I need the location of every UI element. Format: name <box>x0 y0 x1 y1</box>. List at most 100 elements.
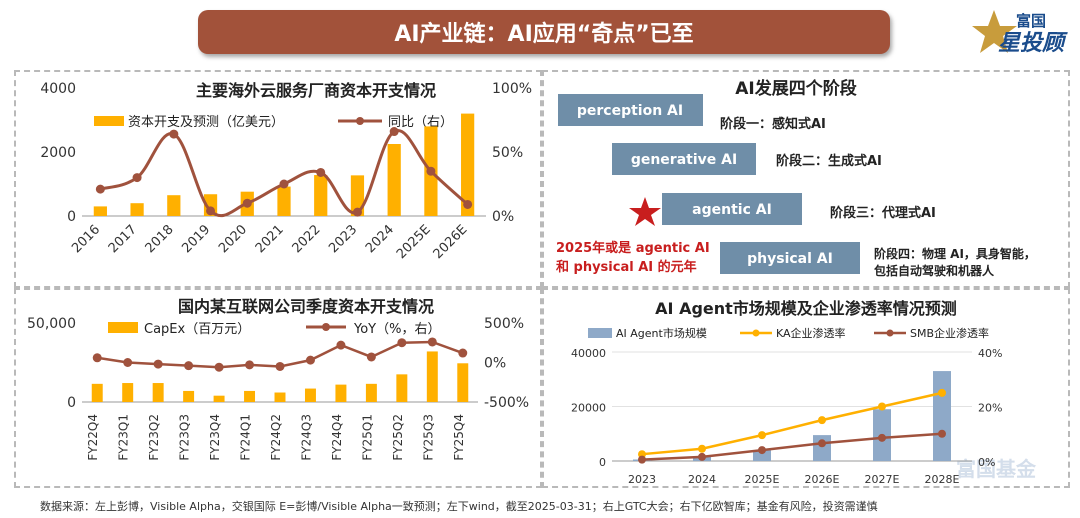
stage3-box-label: agentic AI <box>692 202 772 218</box>
data-point <box>275 361 285 371</box>
x-tick-label: FY24Q1 <box>239 414 253 461</box>
y-right-tick-label: 100% <box>492 81 532 97</box>
x-tick-label: FY24Q4 <box>330 414 344 461</box>
bar <box>387 144 401 216</box>
stage4-label: 阶段四：物理 AI，具身智能， <box>874 246 1036 261</box>
y-left-tick-label: 2000 <box>40 145 76 161</box>
bar <box>244 390 256 402</box>
legend-smb-marker <box>886 329 894 337</box>
legend-line-marker <box>322 323 330 331</box>
data-point <box>938 429 946 438</box>
title-banner: AI产业链：AI应用“奇点”已至 <box>198 10 890 54</box>
bar <box>933 371 951 461</box>
data-point <box>153 359 163 369</box>
stage3-box <box>662 193 802 225</box>
legend: CapEx（百万元） YoY（%，右） <box>108 322 440 337</box>
legend: 资本开支及预测（亿美元） 同比（右） <box>94 115 453 130</box>
data-point <box>698 452 706 461</box>
data-point <box>458 348 468 358</box>
panel-ai-agent-market: AI Agent市场规模及企业渗透率情况预测 AI Agent市场规模 KA企业… <box>542 288 1070 488</box>
legend-bar-swatch <box>94 116 124 126</box>
y-left-tick-label: 0 <box>67 395 76 411</box>
data-point <box>336 340 346 350</box>
logo-line1: 富国 <box>1016 12 1046 30</box>
bar <box>813 435 831 461</box>
y-left-tick-label: 50,000 <box>27 316 76 332</box>
bar <box>457 363 469 402</box>
legend: AI Agent市场规模 KA企业渗透率 SMB企业渗透率 <box>588 326 989 340</box>
bar <box>335 384 347 402</box>
stage1-label: 阶段一：感知式AI <box>720 116 826 132</box>
x-tick-label: 2022 <box>290 222 324 256</box>
chart-title: 主要海外云服务厂商资本开支情况 <box>196 81 436 100</box>
x-tick-label: 2024 <box>688 473 716 486</box>
x-tick-label: FY24Q3 <box>299 414 313 461</box>
bar <box>396 374 408 402</box>
bar <box>130 203 144 216</box>
note-line1: 2025年或是 agentic AI <box>556 240 710 256</box>
x-tick-label: FY23Q4 <box>208 414 222 461</box>
y-right-tick-label: 50% <box>492 145 523 161</box>
x-tick-label: 2020 <box>216 222 250 256</box>
data-point <box>397 338 407 348</box>
stage4-box <box>720 242 860 274</box>
legend-bar-swatch <box>588 328 612 338</box>
bar <box>274 392 286 402</box>
bar <box>461 113 475 216</box>
data-point <box>698 444 706 453</box>
data-point <box>463 199 473 209</box>
bar <box>93 206 107 216</box>
panel-ai-stages: AI发展四个阶段 perception AI 阶段一：感知式AI generat… <box>542 70 1070 288</box>
x-tick-label: 2024 <box>363 222 397 256</box>
chart-title: 国内某互联网公司季度资本开支情况 <box>178 297 434 316</box>
data-point <box>95 184 105 194</box>
x-tick-label: FY25Q1 <box>360 414 374 461</box>
stage2-box <box>612 143 756 175</box>
x-tick-label: FY22Q4 <box>86 414 100 461</box>
stage1-box <box>558 94 703 126</box>
x-tick-label: FY23Q2 <box>147 414 161 461</box>
data-point <box>132 173 142 183</box>
x-tick-label: FY25Q3 <box>421 414 435 461</box>
note-line2: 和 physical AI 的元年 <box>556 259 697 275</box>
bar <box>277 186 291 216</box>
source-note: 数据来源：左上彭博，Visible Alpha，交银国际 E=彭博/Visibl… <box>40 500 878 513</box>
bar <box>753 450 771 461</box>
y-right-tick-label: 500% <box>484 316 524 332</box>
data-point <box>169 129 179 139</box>
banner-title: AI产业链：AI应用“奇点”已至 <box>394 22 694 47</box>
bar <box>122 383 134 402</box>
logo: 富国 星投顾 <box>972 10 1068 56</box>
logo-line2: 星投顾 <box>998 31 1068 56</box>
y-right-tick-label: -500% <box>484 395 529 411</box>
data-point <box>352 207 362 217</box>
data-point <box>92 353 102 363</box>
x-tick-label: 2028E <box>925 473 960 486</box>
data-point <box>426 166 436 176</box>
legend-bar-label: CapEx（百万元） <box>144 322 250 337</box>
y-right-tick-label: 0% <box>978 456 995 469</box>
legend-bar-label: AI Agent市场规模 <box>616 326 707 340</box>
bar <box>167 195 181 216</box>
x-tick-label: 2016 <box>69 222 103 256</box>
data-point <box>366 352 376 362</box>
bar <box>426 351 438 402</box>
y-right-tick-label: 20% <box>978 402 1002 415</box>
bar <box>183 390 195 402</box>
x-tick-label: 2019 <box>179 222 213 256</box>
data-point <box>242 198 252 208</box>
y-right-tick-label: 0% <box>484 356 506 372</box>
series-line <box>641 391 943 456</box>
y-left-tick-label: 0 <box>599 456 606 469</box>
x-tick-label: 2023 <box>628 473 656 486</box>
data-point <box>818 416 826 425</box>
bar <box>91 383 103 402</box>
logo-star-icon <box>972 10 1017 53</box>
x-tick-label: 2025E <box>394 222 434 262</box>
data-point <box>758 431 766 440</box>
x-tick-label: 2023 <box>326 222 360 256</box>
data-point <box>389 127 399 137</box>
legend-ka-marker <box>752 329 760 337</box>
stage1-box-label: perception AI <box>577 103 683 119</box>
data-point <box>638 455 646 464</box>
